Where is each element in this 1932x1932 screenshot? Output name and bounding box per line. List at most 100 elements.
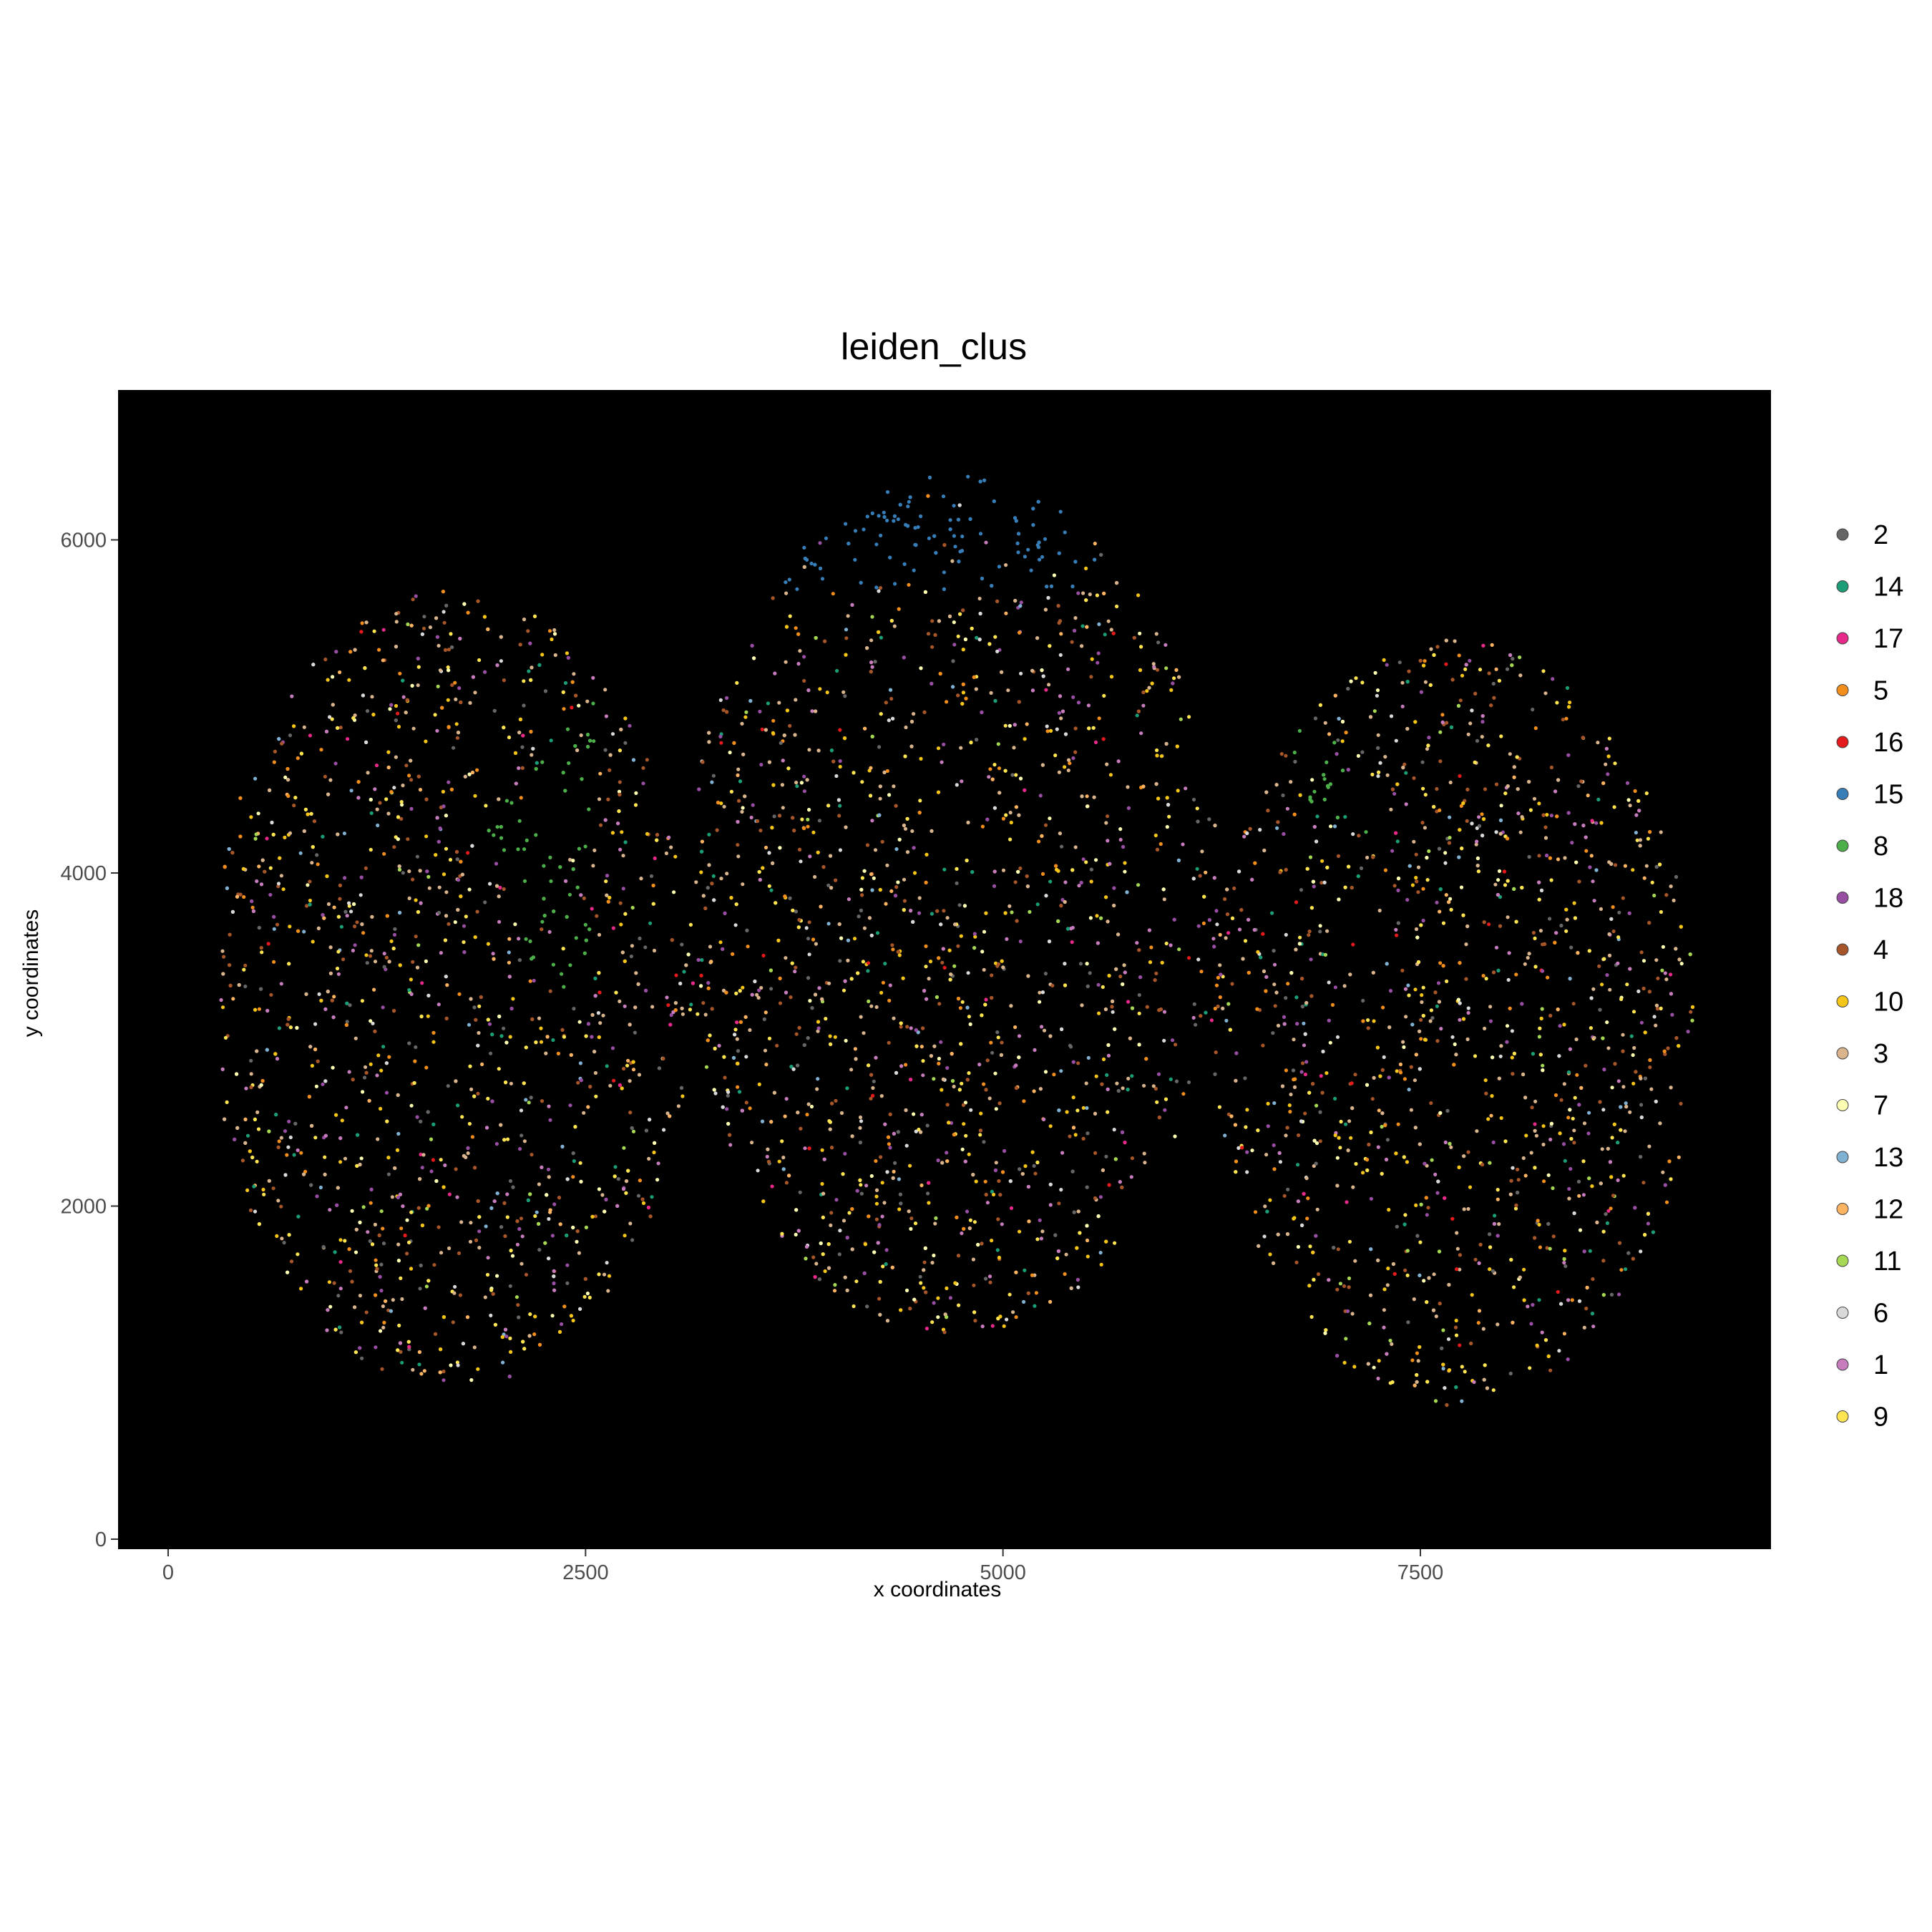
cell-point [1272, 1261, 1276, 1265]
cell-point [441, 1315, 447, 1319]
cell-point [1092, 795, 1096, 799]
cell-point [1105, 762, 1109, 766]
cell-point [257, 1007, 261, 1011]
cell-point [1606, 772, 1610, 776]
data-points [219, 474, 1695, 1407]
cell-point [989, 1040, 993, 1045]
cell-point [735, 680, 739, 686]
cell-point [578, 1307, 582, 1311]
cell-point [495, 663, 499, 668]
cell-point [424, 1284, 429, 1289]
cell-point [892, 519, 896, 523]
cell-point [1013, 723, 1017, 727]
cell-point [1498, 831, 1503, 836]
cell-point [934, 1216, 938, 1220]
cell-point [1253, 1210, 1258, 1214]
cell-point [913, 1221, 918, 1226]
cell-point [235, 894, 240, 899]
cell-point [1509, 1257, 1513, 1262]
cell-point [676, 1104, 681, 1108]
cell-point [735, 1037, 739, 1041]
cell-point [636, 1194, 641, 1198]
cell-point [1551, 677, 1555, 681]
cell-point [723, 1075, 727, 1080]
cell-point [1145, 689, 1149, 693]
cell-point [1377, 908, 1382, 913]
cell-point [1261, 1043, 1265, 1048]
cell-point [662, 1128, 666, 1132]
cell-point [726, 1093, 730, 1098]
cell-point [1176, 789, 1180, 793]
cell-point [492, 1199, 497, 1204]
cell-point [565, 1177, 570, 1181]
cell-point [850, 1134, 854, 1138]
cell-point [870, 819, 874, 823]
cell-point [1192, 1002, 1196, 1006]
cell-point [852, 937, 857, 941]
cell-point [673, 1008, 678, 1013]
cell-point [817, 819, 821, 823]
cell-point [530, 1017, 535, 1021]
cell-point [447, 922, 451, 926]
cell-point [592, 1050, 597, 1054]
cell-point [1563, 856, 1567, 860]
cell-point [736, 843, 740, 847]
cell-point [678, 981, 683, 986]
cell-point [861, 960, 865, 964]
cell-point [942, 742, 946, 746]
cell-point [1315, 1207, 1319, 1211]
cell-point [1553, 940, 1557, 945]
cell-point [641, 1201, 646, 1205]
cell-point [847, 897, 851, 902]
cell-point [623, 912, 628, 916]
cell-point [1085, 625, 1089, 629]
cell-point [321, 1082, 325, 1086]
cell-point [585, 733, 590, 737]
cell-point [763, 1010, 768, 1015]
cell-point [638, 936, 642, 941]
cell-point [516, 847, 520, 852]
cell-point [1444, 893, 1448, 897]
cell-point [930, 681, 934, 686]
cell-point [1592, 1035, 1596, 1040]
cell-point [409, 977, 414, 982]
cell-point [863, 726, 867, 731]
cell-point [897, 1177, 901, 1181]
cell-point [1611, 1194, 1616, 1198]
cell-point [1073, 628, 1077, 633]
cell-point [1506, 784, 1510, 789]
cell-point [1632, 1045, 1636, 1050]
cell-point [1568, 1166, 1573, 1171]
cell-point [1418, 1240, 1423, 1244]
cell-point [456, 907, 460, 912]
cell-point [1497, 869, 1502, 873]
cell-point [785, 708, 789, 713]
cell-point [1438, 1302, 1442, 1306]
cell-point [1322, 773, 1326, 777]
cell-point [1568, 701, 1572, 705]
cell-point [960, 1081, 964, 1085]
cell-point [577, 1020, 582, 1024]
cell-point [1246, 917, 1251, 922]
cell-point [1582, 1121, 1587, 1126]
cell-point [552, 632, 557, 636]
cell-point [1454, 1318, 1458, 1323]
cell-point [1438, 887, 1443, 892]
cell-point [1017, 1055, 1021, 1060]
cell-point [788, 614, 792, 618]
cell-point [623, 1004, 627, 1008]
cell-point [1296, 1244, 1300, 1249]
cell-point [590, 907, 594, 911]
cell-point [573, 743, 577, 748]
cell-point [924, 1327, 929, 1331]
cell-point [347, 904, 351, 908]
cell-point [930, 1261, 935, 1265]
cell-point [942, 867, 947, 872]
cell-point [1142, 1083, 1146, 1088]
cell-point [1387, 1075, 1391, 1080]
cell-point [736, 819, 740, 824]
cell-point [623, 716, 628, 721]
cell-point [917, 896, 922, 900]
cell-point [869, 766, 873, 770]
cell-point [528, 939, 532, 944]
